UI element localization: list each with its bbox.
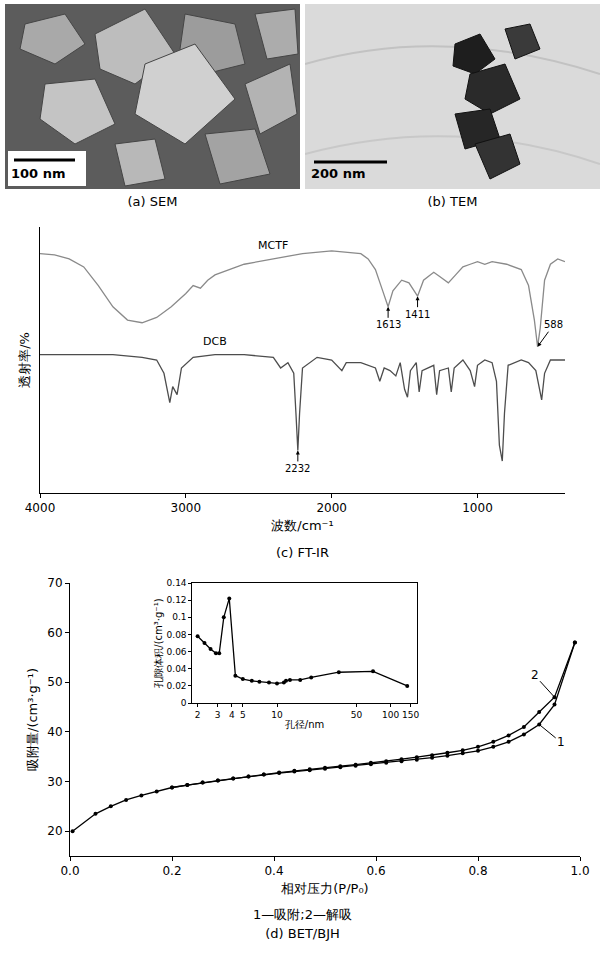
svg-text:588: 588 bbox=[544, 319, 563, 330]
svg-text:1613: 1613 bbox=[376, 319, 401, 330]
svg-text:孔径/nm: 孔径/nm bbox=[285, 719, 324, 730]
svg-text:相对压力(P/P₀): 相对压力(P/P₀) bbox=[281, 881, 368, 896]
svg-text:0.14: 0.14 bbox=[167, 578, 187, 588]
svg-text:波数/cm⁻¹: 波数/cm⁻¹ bbox=[271, 518, 333, 533]
svg-text:0.08: 0.08 bbox=[167, 630, 187, 640]
svg-text:2: 2 bbox=[195, 710, 201, 720]
svg-text:60: 60 bbox=[47, 626, 62, 640]
svg-text:0.12: 0.12 bbox=[167, 595, 187, 605]
html-text:100 nm: 100 nm bbox=[11, 166, 66, 181]
svg-text:30: 30 bbox=[47, 775, 62, 789]
html-text:(a) SEM: (a) SEM bbox=[127, 194, 178, 209]
svg-text:0.8: 0.8 bbox=[468, 864, 487, 878]
svg-text:DCB: DCB bbox=[203, 335, 227, 348]
html-text:1—吸附;2—解吸: 1—吸附;2—解吸 bbox=[253, 907, 352, 922]
svg-text:70: 70 bbox=[47, 576, 62, 590]
svg-text:0.04: 0.04 bbox=[167, 664, 187, 674]
svg-text:20: 20 bbox=[47, 824, 62, 838]
html-text:200 nm: 200 nm bbox=[311, 166, 366, 181]
svg-text:100: 100 bbox=[382, 710, 399, 720]
svg-text:1000: 1000 bbox=[462, 501, 493, 515]
svg-text:0.1: 0.1 bbox=[172, 612, 186, 622]
html-text:(d) BET/BJH: (d) BET/BJH bbox=[265, 926, 340, 941]
svg-text:0: 0 bbox=[181, 698, 187, 708]
svg-text:0.02: 0.02 bbox=[167, 681, 187, 691]
svg-text:0.2: 0.2 bbox=[162, 864, 181, 878]
html-text:(b) TEM: (b) TEM bbox=[427, 194, 478, 209]
svg-text:4000: 4000 bbox=[25, 501, 56, 515]
svg-text:3000: 3000 bbox=[171, 501, 202, 515]
svg-text:0.6: 0.6 bbox=[366, 864, 385, 878]
svg-text:3: 3 bbox=[215, 710, 221, 720]
svg-text:孔隙体积/(cm³·g⁻¹): 孔隙体积/(cm³·g⁻¹) bbox=[153, 598, 164, 687]
svg-text:50: 50 bbox=[351, 710, 363, 720]
svg-text:40: 40 bbox=[47, 725, 62, 739]
html-text:(c) FT-IR: (c) FT-IR bbox=[276, 545, 329, 560]
svg-text:1411: 1411 bbox=[405, 309, 430, 320]
svg-text:50: 50 bbox=[47, 675, 62, 689]
svg-text:MCTF: MCTF bbox=[258, 239, 288, 252]
svg-text:0.4: 0.4 bbox=[264, 864, 283, 878]
svg-text:2000: 2000 bbox=[316, 501, 347, 515]
svg-text:2: 2 bbox=[531, 668, 539, 682]
svg-text:10: 10 bbox=[271, 710, 283, 720]
svg-text:透射率/%: 透射率/% bbox=[17, 332, 32, 388]
svg-text:1.0: 1.0 bbox=[570, 864, 589, 878]
svg-text:2232: 2232 bbox=[285, 463, 310, 474]
svg-text:0.06: 0.06 bbox=[167, 647, 187, 657]
svg-text:4: 4 bbox=[229, 710, 235, 720]
svg-text:150: 150 bbox=[402, 710, 419, 720]
svg-text:0.0: 0.0 bbox=[60, 864, 79, 878]
svg-text:吸附量/(cm³·g⁻¹): 吸附量/(cm³·g⁻¹) bbox=[25, 668, 40, 771]
svg-text:5: 5 bbox=[240, 710, 246, 720]
svg-text:1: 1 bbox=[557, 735, 565, 749]
